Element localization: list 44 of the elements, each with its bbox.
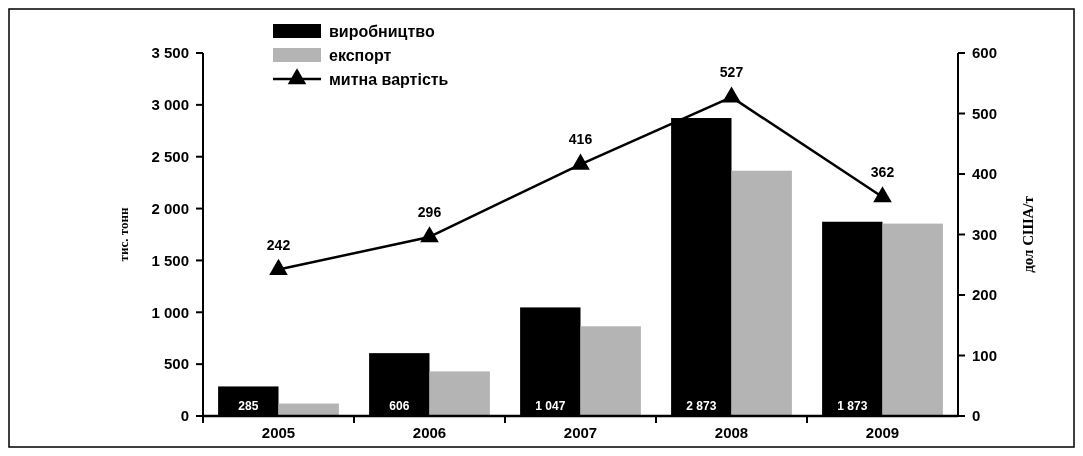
legend-label: експорт bbox=[329, 46, 392, 64]
bar bbox=[580, 326, 641, 416]
data-label: 296 bbox=[417, 203, 442, 220]
data-label: 362 bbox=[870, 163, 895, 180]
y-axis-title: тис. тонн bbox=[116, 207, 131, 262]
x-tick-label: 2009 bbox=[865, 424, 900, 441]
y2-tick-label: 200 bbox=[972, 286, 998, 304]
data-label: 285 bbox=[238, 399, 259, 413]
data-label: 242 bbox=[266, 236, 291, 253]
y2-tick-label: 600 bbox=[972, 44, 998, 62]
y-tick-label: 3 000 bbox=[151, 96, 189, 114]
legend-label: митна вартість bbox=[329, 70, 449, 88]
y2-axis-title: дол США/т bbox=[1020, 195, 1036, 273]
data-label: 2 873 bbox=[686, 399, 717, 413]
y-tick-label: 3 500 bbox=[151, 44, 189, 62]
y-tick-label: 2 500 bbox=[151, 147, 189, 165]
point bbox=[873, 186, 892, 203]
data-label: 606 bbox=[389, 399, 410, 413]
y-tick-label: 0 bbox=[180, 407, 189, 425]
x-tick-label: 2008 bbox=[714, 424, 749, 441]
bar bbox=[731, 170, 792, 416]
y-tick-label: 1 000 bbox=[151, 303, 189, 321]
point bbox=[571, 153, 590, 170]
data-label: 1 047 bbox=[535, 399, 566, 413]
x-tick-label: 2006 bbox=[412, 424, 447, 441]
data-label: 416 bbox=[568, 131, 593, 148]
y-tick-label: 1 500 bbox=[151, 251, 189, 269]
data-label: 527 bbox=[719, 64, 744, 81]
point bbox=[722, 86, 741, 103]
y-tick-label: 2 000 bbox=[151, 199, 189, 217]
data-label: 1 873 bbox=[837, 399, 868, 413]
bar bbox=[882, 223, 943, 416]
x-tick-label: 2005 bbox=[261, 424, 296, 441]
y2-tick-label: 0 bbox=[972, 407, 981, 425]
point bbox=[269, 258, 288, 275]
x-tick-label: 2007 bbox=[563, 424, 598, 441]
y2-tick-label: 400 bbox=[972, 165, 998, 183]
bar bbox=[429, 371, 490, 416]
y-tick-label: 500 bbox=[163, 355, 189, 373]
y2-tick-label: 100 bbox=[972, 346, 998, 364]
point bbox=[420, 226, 439, 243]
y2-tick-label: 500 bbox=[972, 104, 998, 122]
legend-label: виробництво bbox=[329, 22, 435, 40]
y2-tick-label: 300 bbox=[972, 225, 998, 243]
